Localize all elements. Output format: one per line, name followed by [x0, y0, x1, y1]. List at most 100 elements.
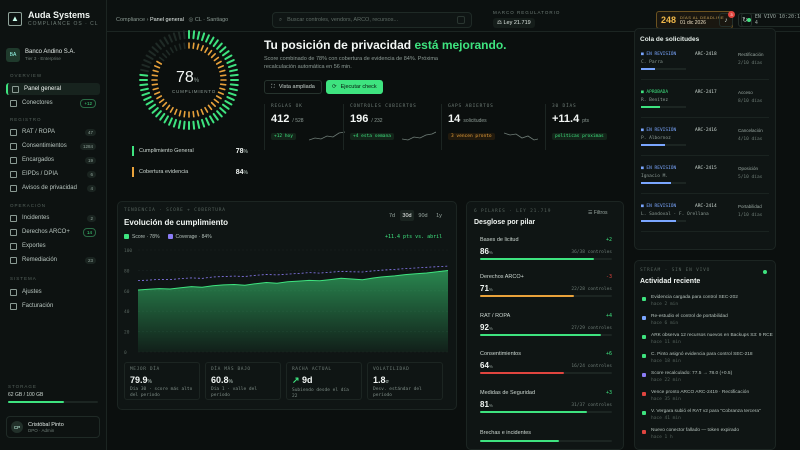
sidebar-item-encargados[interactable]: Encargados 19	[6, 154, 100, 166]
range-7d[interactable]: 7d	[388, 212, 396, 219]
pillar-row[interactable]: RAT / ROPA +4 92% 27/29 controles	[480, 313, 612, 336]
sidebar-item-incidentes[interactable]: Incidentes 2	[6, 212, 100, 224]
gauge-tick	[159, 112, 166, 121]
sidebar-item-label: Panel general	[24, 86, 62, 92]
gauge-tick	[151, 107, 159, 114]
run-check-button[interactable]: ⟳ Ejecutar check	[326, 80, 383, 94]
activity-text: Vence pronto ARCO ARC-2419 · Rectificaci…	[651, 390, 750, 395]
search-input[interactable]: ⌕ Buscar controles, vendors, ARCO, recur…	[272, 12, 472, 28]
gauge-tick	[155, 42, 162, 50]
activity-item[interactable]: Vence pronto ARCO ARC-2419 · Rectificaci…	[642, 390, 777, 406]
filter-button[interactable]: ☰ Filtros	[588, 210, 608, 216]
request-id: ARC-2418	[695, 52, 717, 57]
notifications-button[interactable]: ♪ 3	[719, 11, 735, 27]
range-30d[interactable]: 30d	[400, 210, 414, 221]
request-type: Rectificación	[738, 52, 764, 57]
sidebar-item-arco[interactable]: Derechos ARCO+ 14	[6, 226, 100, 238]
gauge-tick	[200, 45, 204, 52]
sidebar-item-count: 4	[87, 184, 96, 192]
pillar-row[interactable]: Bases de licitud +2 86% 36/38 controles	[480, 237, 612, 260]
activity-item[interactable]: Score recalculado: 77.5 → 78.0 (+0.5) hac…	[642, 371, 777, 387]
user-role: DPO · Admin	[28, 427, 55, 433]
pillar-row[interactable]: Medidas de Seguridad +3 81% 31/37 controles	[480, 390, 612, 413]
queue-row[interactable]: ■ APROBADA ARC-2417 Acceso R. Benítez 8/10 d…	[641, 90, 769, 118]
sidebar-item-exportes[interactable]: Exportes	[6, 240, 100, 252]
pillar-name: RAT / ROPA	[480, 313, 511, 319]
gauge-tick	[178, 43, 182, 50]
gauge-tick	[209, 36, 215, 45]
request-id: ARC-2417	[695, 90, 717, 95]
activity-time: hace 22 min	[651, 378, 681, 383]
table-icon	[10, 128, 17, 136]
legend-swatch	[132, 167, 134, 177]
refresh-button[interactable]: ↻	[738, 13, 752, 27]
gauge-legend-compliance: Cumplimiento General 78%	[128, 145, 248, 157]
page-title: Tu posición de privacidad está mejorando…	[264, 38, 507, 52]
pillar-row[interactable]: Consentimientos +6 64% 16/24 controles	[480, 351, 612, 374]
range-90d[interactable]: 90d	[418, 212, 428, 219]
activity-item[interactable]: V. Vergara subió el RAT v2 para "Cobranz…	[642, 409, 777, 425]
gauge-tick	[196, 110, 200, 117]
range-1y[interactable]: 1y	[436, 212, 442, 219]
requester-name: L. Sandoval · F. Orellana	[641, 212, 709, 217]
pillar-progress	[480, 258, 594, 260]
pillar-controls: 22/28 controles	[571, 287, 612, 292]
queue-row[interactable]: ■ EN REVISIÓN ARC-2415 Oposición Ignacio M.…	[641, 166, 769, 194]
sidebar-item-avisos[interactable]: Avisos de privacidad 4	[6, 182, 100, 194]
notification-badge: 3	[728, 11, 735, 18]
activity-time: hace 18 min	[651, 359, 681, 364]
sidebar-item-panel[interactable]: Panel general	[6, 83, 100, 95]
activity-item[interactable]: Evidencia cargada para control SEC-202 ha…	[642, 295, 777, 311]
breadcrumb-root[interactable]: Compliance	[116, 17, 146, 23]
gauge-tick	[196, 120, 201, 129]
gauge-tick	[219, 74, 227, 77]
activity-text: Evidencia cargada para control SEC-202	[651, 295, 738, 300]
queue-row[interactable]: ■ EN REVISIÓN ARC-2414 Portabilidad L. Sand…	[641, 204, 769, 232]
breadcrumb-region[interactable]: CL · Santiago	[194, 17, 229, 23]
kpi-title: GAPS ABIERTOS	[448, 104, 494, 109]
gauge-tick	[141, 91, 151, 97]
regulation-selector[interactable]: MARCO REGULATORIO ⚖ Ley 21.719	[493, 10, 560, 28]
tenant-switcher[interactable]: BA Banco Andino S.A. Tier 3 · Enterprise	[6, 44, 100, 66]
expand-view-button[interactable]: ⛶ Vista ampliada	[264, 80, 322, 94]
scale-icon: ⚖	[497, 20, 504, 26]
sidebar-item-eipd[interactable]: EIPDs / DPIA 6	[6, 168, 100, 180]
sidebar-item-consentimientos[interactable]: Consentimientos 1284	[6, 140, 100, 152]
activity-item[interactable]: Nuevo conector fallado — token expirado h…	[642, 428, 777, 444]
brand[interactable]: ▲ Auda Systems COMPLIANCE OS · CL	[8, 10, 99, 27]
plug-icon	[10, 99, 17, 107]
activity-item[interactable]: Re-estudio el control de portabilidad hac…	[642, 314, 777, 330]
queue-row[interactable]: ■ EN REVISIÓN ARC-2418 Rectificación C. Par…	[641, 52, 769, 80]
gauge-tick	[224, 54, 233, 60]
breadcrumb-current: Panel general	[149, 17, 184, 23]
kpi-controls: CONTROLES CUBIERTOS 196 / 232 +4 esta se…	[343, 104, 436, 150]
live-dot-icon	[747, 18, 751, 22]
sidebar-item-facturacion[interactable]: Facturación	[6, 300, 100, 312]
sidebar-item-count: 14	[82, 227, 96, 237]
user-card[interactable]: CP Cristóbal Pinto DPO · Admin	[6, 416, 100, 438]
request-due: 4/10 días	[738, 137, 763, 142]
pillar-progress	[480, 372, 565, 374]
legend-value: 78%	[235, 147, 248, 155]
sidebar-item-rat[interactable]: RAT / ROPA 47	[6, 126, 100, 138]
sidebar-item-ajustes[interactable]: Ajustes	[6, 286, 100, 298]
activity-time: hace 35 min	[651, 397, 681, 402]
gauge-tick	[192, 30, 196, 40]
gauge-tick	[207, 49, 213, 56]
pillar-row[interactable]: Derechos ARCO+ -3 71% 22/28 controles	[480, 274, 612, 297]
search-placeholder: Buscar controles, vendors, ARCO, recurso…	[287, 17, 399, 23]
legend-value: 84%	[235, 168, 248, 176]
sidebar-item-conectores[interactable]: Conectores +12	[6, 97, 100, 109]
gauge-tick	[216, 42, 223, 50]
pillar-row[interactable]: Brechas e incidentes	[480, 430, 612, 442]
activity-item[interactable]: ARK observa 12 recursos nuevos en Backup…	[642, 333, 777, 349]
pillar-controls: 36/38 controles	[571, 250, 612, 255]
queue-row[interactable]: ■ EN REVISIÓN ARC-2416 Cancelación P. Albor…	[641, 128, 769, 156]
y-tick-label: 100	[124, 248, 132, 254]
sidebar-item-remediacion[interactable]: Remediación 23	[6, 254, 100, 266]
pillars-title: Desglose por pilar	[474, 219, 536, 226]
legend-label: Cobertura evidencia	[139, 169, 189, 175]
activity-item[interactable]: C. Pinto asignó evidencia para control S…	[642, 352, 777, 368]
user-name: Cristóbal Pinto	[28, 421, 64, 428]
gauge-tick	[200, 108, 204, 115]
